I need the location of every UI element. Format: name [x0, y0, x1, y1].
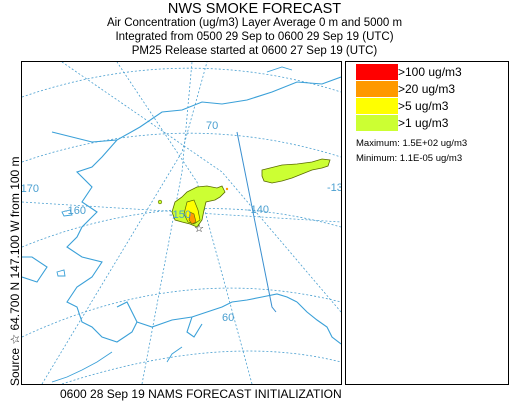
st-lawrence-island — [61, 209, 73, 217]
plume-gt5 — [183, 199, 201, 225]
plume-speck-2 — [225, 187, 229, 191]
map-panel: ☆ -170 -160 -150 -140 -130 70 60 — [17, 61, 349, 385]
plume-gt20 — [188, 211, 197, 225]
chukotka — [21, 256, 48, 283]
smoke-plume-interior — [157, 185, 229, 228]
kodiak — [166, 346, 183, 363]
legend-maximum: Maximum: 1.5E+02 ug/m3 — [356, 138, 468, 149]
legend-label-gt1: >1 ug/m3 — [398, 116, 449, 130]
label-lat-70: 70 — [206, 120, 218, 132]
label-lon-170: -170 — [22, 183, 39, 195]
legend-label-gt20: >20 ug/m3 — [398, 82, 456, 96]
meridian-160 — [41, 61, 208, 385]
source-label: Source ☆ 64.700 N 147.100 W from 100 m — [8, 156, 22, 386]
subtitle-release: PM25 Release started at 0600 27 Sep 19 (… — [131, 45, 378, 57]
footer-initialization: 0600 28 Sep 19 NAMS FORECAST INITIALIZAT… — [60, 387, 342, 401]
legend-label-gt5: >5 ug/m3 — [398, 99, 449, 113]
subtitle-integration: Integrated from 0500 29 Sep to 0600 29 S… — [115, 31, 394, 43]
panhandle — [296, 301, 342, 345]
coastline — [21, 76, 342, 345]
parallel-70 — [21, 132, 342, 163]
parallel-75 — [21, 67, 342, 98]
legend-label-gt100: >100 ug/m3 — [398, 65, 462, 79]
aleutian-chain — [51, 351, 113, 383]
arctic-coast — [51, 76, 342, 143]
legend-panel: >100 ug/m3 >20 ug/m3 >5 ug/m3 >1 ug/m3 M… — [345, 61, 509, 385]
legend-swatch-gt100 — [356, 64, 398, 80]
plume-speck — [157, 199, 163, 205]
page-title: NWS SMOKE FORECAST — [167, 1, 342, 17]
meridian-150 — [141, 61, 193, 385]
meridian-130 — [61, 61, 342, 313]
bristol-bay — [116, 301, 138, 323]
meridian-170 — [21, 201, 342, 223]
label-lon-150: -150 — [169, 209, 191, 221]
label-lat-60: 60 — [222, 312, 234, 324]
parallel-60 — [21, 287, 342, 338]
southern-coast — [136, 293, 298, 328]
legend-swatch-gt20 — [356, 81, 398, 97]
kenai — [186, 316, 203, 338]
smoke-plume-yukon — [261, 158, 331, 184]
legend-swatch-gt1 — [356, 115, 398, 131]
parallel-55 — [61, 350, 342, 385]
label-lon-130: -130 — [327, 182, 341, 194]
us-canada-border — [236, 131, 277, 313]
nunivak-island — [56, 269, 66, 277]
west-coast — [66, 139, 138, 343]
label-lon-140: -140 — [247, 204, 269, 216]
islands — [51, 66, 293, 383]
subtitle-concentration: Air Concentration (ug/m3) Layer Average … — [106, 17, 403, 29]
source-star-icon: ☆ — [194, 223, 204, 235]
alaska-map: ☆ -170 -160 -150 -140 -130 70 60 — [17, 61, 349, 385]
meridian-140 — [116, 61, 253, 385]
canadian-archipelago — [266, 66, 293, 73]
legend-minimum: Minimum: 1.1E-05 ug/m3 — [356, 153, 463, 164]
legend-swatch-gt5 — [356, 98, 398, 114]
label-lon-160: -160 — [64, 205, 86, 217]
